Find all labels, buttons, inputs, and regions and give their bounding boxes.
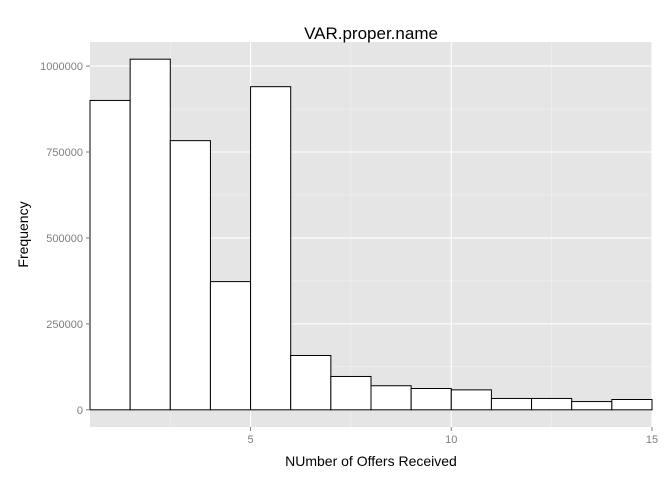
histogram-bar bbox=[611, 399, 653, 411]
histogram-bar bbox=[410, 388, 452, 411]
histogram-bar bbox=[330, 375, 372, 411]
axis-tick-labels: 5 10 15 0 250000 500000 750000 1000000 bbox=[40, 61, 658, 446]
histogram-bar bbox=[490, 397, 533, 411]
histogram-bar bbox=[450, 389, 492, 411]
histogram-bars bbox=[89, 58, 653, 411]
y-tick-label: 1000000 bbox=[40, 61, 83, 73]
x-tick-label: 5 bbox=[248, 434, 254, 446]
x-axis-label: NUmber of Offers Received bbox=[285, 453, 457, 469]
y-tick-label: 250000 bbox=[46, 319, 83, 331]
histogram-bar bbox=[531, 397, 573, 411]
y-axis-label: Frequency bbox=[15, 201, 31, 267]
histogram-bar bbox=[209, 281, 252, 411]
histogram-bar bbox=[169, 140, 211, 411]
y-tick-label: 500000 bbox=[46, 233, 83, 245]
histogram-bar bbox=[250, 86, 292, 411]
x-tick-label: 10 bbox=[445, 434, 457, 446]
histogram-bar bbox=[370, 385, 412, 411]
histogram-bar bbox=[571, 401, 613, 411]
y-tick-label: 0 bbox=[77, 405, 83, 417]
histogram-bar bbox=[129, 58, 171, 411]
histogram-bar bbox=[290, 355, 332, 411]
y-tick-label: 750000 bbox=[46, 147, 83, 159]
x-tick-label: 15 bbox=[646, 434, 658, 446]
chart-title: VAR.proper.name bbox=[304, 24, 438, 43]
axis-ticks bbox=[86, 65, 653, 431]
histogram-bar bbox=[89, 99, 131, 411]
